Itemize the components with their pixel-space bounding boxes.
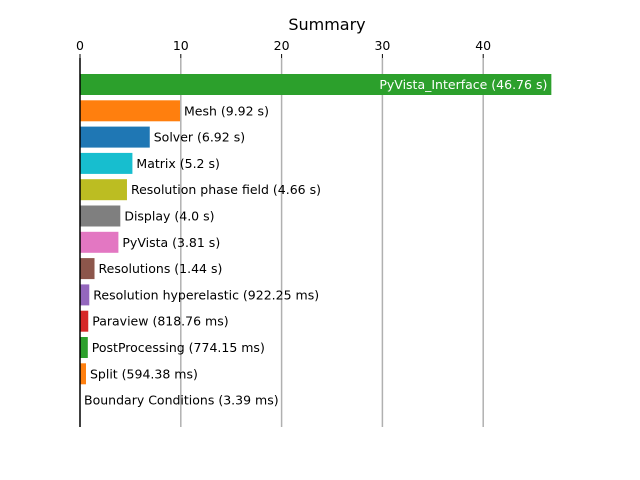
bar-label-paraview: Paraview (818.76 ms) [92, 314, 228, 329]
bar-resolution-phase-field [80, 179, 127, 201]
x-axis-ticks: 0 10 20 30 40 [76, 38, 491, 58]
bar-solver [80, 126, 150, 148]
bar-label-boundary-conditions: Boundary Conditions (3.39 ms) [84, 393, 279, 408]
bar-mesh [80, 100, 180, 122]
bar-label-display: Display (4.0 s) [124, 209, 214, 224]
grid-lines [180, 58, 484, 427]
bar-label-matrix: Matrix (5.2 s) [136, 156, 219, 171]
tick-label-30: 30 [374, 38, 390, 53]
bar-resolutions [80, 258, 95, 280]
bar-label-pyvista-interface: PyVista_Interface (46.76 s) [379, 77, 547, 92]
bar-display [80, 205, 121, 227]
bar-label-resolution-phase-field: Resolution phase field (4.66 s) [131, 182, 321, 197]
bar-label-split: Split (594.38 ms) [90, 366, 198, 381]
bar-label-postprocessing: PostProcessing (774.15 ms) [92, 340, 265, 355]
bar-postprocessing [80, 337, 88, 358]
chart-title: Summary [288, 15, 365, 34]
bar-label-pyvista: PyVista (3.81 s) [122, 235, 220, 250]
bar-pyvista [80, 231, 119, 253]
bar-pyvista-interface [80, 74, 552, 95]
tick-label-0: 0 [76, 38, 84, 53]
bar-paraview [80, 310, 89, 332]
bar-split [80, 363, 86, 385]
bar-resolution-hyperelastic [80, 284, 90, 306]
tick-label-20: 20 [274, 38, 290, 53]
bar-matrix [80, 152, 133, 174]
bar-label-resolution-hyperelastic: Resolution hyperelastic (922.25 ms) [93, 287, 319, 302]
bar-label-resolutions: Resolutions (1.44 s) [99, 261, 223, 276]
bar-label-mesh: Mesh (9.92 s) [184, 103, 269, 118]
tick-label-40: 40 [475, 38, 491, 53]
tick-label-10: 10 [173, 38, 189, 53]
bars-group: PyVista_Interface (46.76 s) Mesh (9.92 s)… [80, 74, 552, 411]
bar-label-solver: Solver (6.92 s) [154, 130, 245, 145]
